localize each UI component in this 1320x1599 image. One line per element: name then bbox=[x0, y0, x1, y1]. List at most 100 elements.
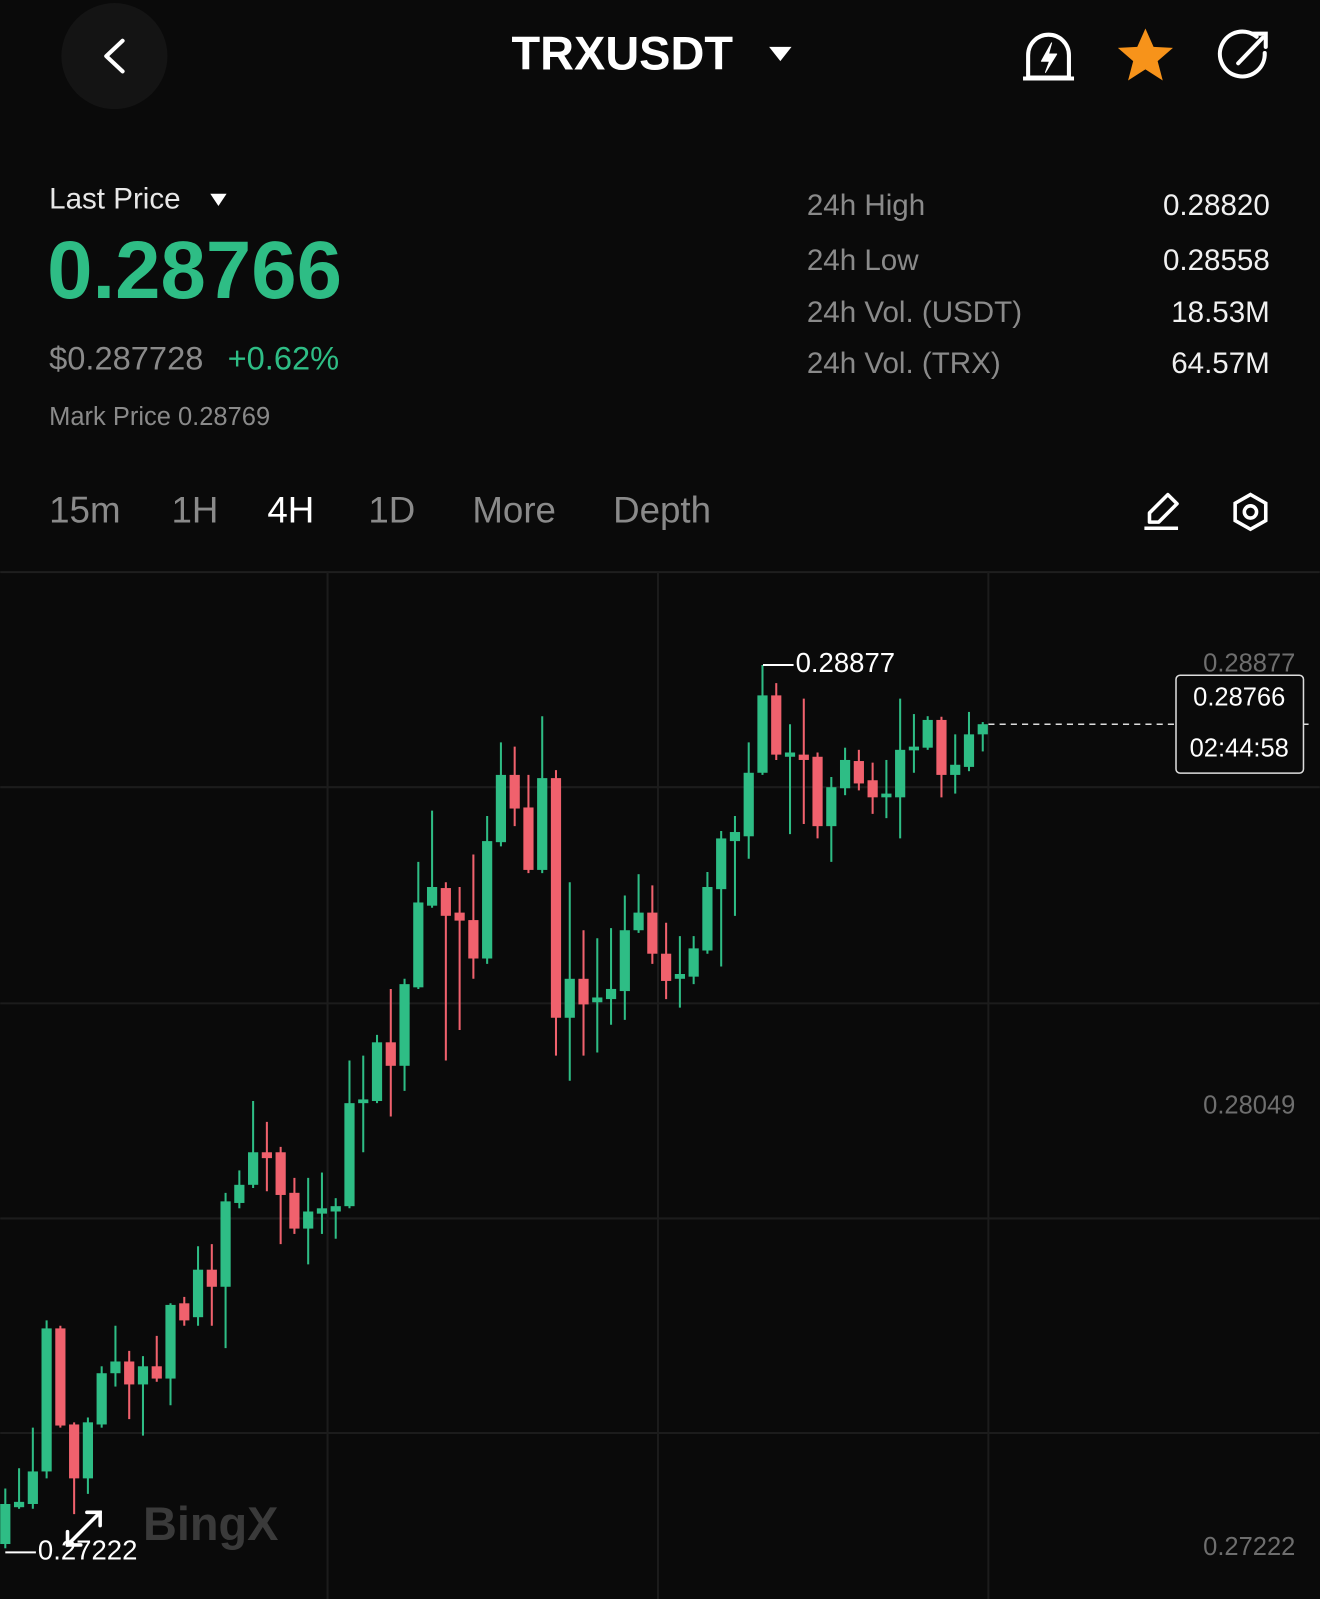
pair-title[interactable]: TRXUSDT bbox=[512, 27, 734, 79]
candle-body bbox=[316, 1208, 328, 1214]
candle-body bbox=[385, 1042, 396, 1066]
vertical-grid bbox=[326, 572, 990, 1599]
last-price: 0.28766 bbox=[47, 225, 342, 316]
candle-body bbox=[289, 1192, 300, 1229]
candle-body bbox=[344, 1103, 355, 1207]
candle-body bbox=[578, 978, 589, 1005]
share-icon[interactable] bbox=[1217, 29, 1268, 79]
candle-body bbox=[716, 838, 727, 890]
stat-value: 64.57M bbox=[1171, 347, 1270, 380]
mark-price: Mark Price 0.28769 bbox=[49, 403, 270, 431]
candle-body bbox=[812, 756, 823, 827]
last-price-dropdown[interactable] bbox=[210, 193, 227, 206]
stat-value: 0.28558 bbox=[1163, 244, 1270, 277]
candle-body bbox=[206, 1269, 217, 1287]
low-marker-label: 0.27222 bbox=[38, 1535, 137, 1566]
candle-body bbox=[619, 930, 630, 992]
candle-body bbox=[757, 695, 768, 773]
pair-dropdown[interactable] bbox=[769, 46, 792, 62]
candle-body bbox=[440, 888, 451, 916]
chart-settings[interactable] bbox=[1233, 492, 1268, 532]
candle-body bbox=[495, 774, 507, 843]
timeframe-tab[interactable]: Depth bbox=[613, 490, 711, 531]
candle-body bbox=[0, 1503, 11, 1545]
candle-body bbox=[633, 912, 644, 931]
candle-body bbox=[977, 724, 988, 735]
candle-body bbox=[413, 902, 424, 988]
candle-body bbox=[826, 787, 837, 827]
draw-tool[interactable] bbox=[1144, 492, 1179, 531]
timeframe-tab[interactable]: 4H bbox=[267, 490, 314, 531]
candle-body bbox=[82, 1422, 94, 1479]
y-tick-label: 0.27222 bbox=[1203, 1533, 1295, 1561]
alert-icon[interactable] bbox=[1023, 32, 1075, 81]
last-price-label[interactable]: Last Price bbox=[49, 183, 180, 216]
timeframe-tab[interactable]: 1D bbox=[368, 490, 415, 531]
countdown: 02:44:58 bbox=[1190, 734, 1289, 762]
candle-body bbox=[661, 953, 672, 981]
candle-body bbox=[234, 1184, 245, 1203]
candle-body bbox=[647, 912, 658, 954]
candle-body bbox=[702, 886, 713, 951]
candle-body bbox=[895, 749, 906, 798]
candle-body bbox=[55, 1328, 66, 1426]
candle-body bbox=[426, 886, 438, 906]
candle-body bbox=[963, 734, 975, 767]
timeframe-tab[interactable]: More bbox=[472, 490, 556, 531]
candle-body bbox=[482, 841, 493, 959]
candle-body bbox=[523, 807, 534, 870]
candle-body bbox=[330, 1206, 341, 1212]
high-marker-label: 0.28877 bbox=[796, 647, 895, 678]
candle-body bbox=[358, 1099, 369, 1104]
candle-body bbox=[688, 948, 699, 977]
candle-body bbox=[220, 1201, 231, 1287]
candle-body bbox=[179, 1303, 190, 1321]
candle-body bbox=[839, 759, 851, 789]
candle-body bbox=[936, 719, 947, 775]
candle-body bbox=[743, 772, 754, 837]
candle-body bbox=[592, 997, 603, 1003]
candle-body bbox=[96, 1373, 107, 1425]
candle-body bbox=[853, 761, 864, 784]
timeframe-tab[interactable]: 1H bbox=[172, 490, 219, 531]
candle-body bbox=[729, 832, 741, 842]
price-change: +0.62% bbox=[228, 340, 340, 377]
candle-body bbox=[69, 1424, 80, 1479]
candle-body bbox=[151, 1366, 162, 1379]
candle-body bbox=[371, 1042, 383, 1102]
candle-body bbox=[27, 1471, 38, 1504]
timeframe-tab[interactable]: 15m bbox=[49, 490, 120, 531]
candle-body bbox=[454, 912, 465, 921]
last-price-tag bbox=[1175, 674, 1305, 774]
candle-body bbox=[303, 1211, 314, 1229]
candle-body bbox=[509, 774, 520, 809]
stat-label: 24h High bbox=[807, 189, 925, 222]
candle-body bbox=[275, 1152, 286, 1195]
stat-label: 24h Vol. (USDT) bbox=[807, 296, 1022, 329]
stat-value: 0.28820 bbox=[1163, 189, 1270, 222]
watermark: BingX bbox=[143, 1498, 278, 1550]
candle-body bbox=[564, 978, 575, 1018]
candle-body bbox=[110, 1361, 121, 1374]
chart: 0.27222 0.28049 0.28877 BingX 0.28877 0.27222… bbox=[0, 647, 1320, 1566]
candle-body bbox=[922, 719, 933, 748]
back-button[interactable] bbox=[61, 3, 168, 110]
candle-body bbox=[124, 1361, 135, 1385]
candle-body bbox=[674, 973, 685, 979]
candle-body bbox=[867, 780, 878, 798]
candle-body bbox=[537, 778, 548, 870]
usd-price: $0.287728 bbox=[49, 340, 203, 377]
candle-body bbox=[881, 793, 892, 798]
stat-label: 24h Vol. (TRX) bbox=[807, 347, 1001, 380]
y-tick-label: 0.28877 bbox=[1203, 650, 1295, 678]
favorite-star[interactable] bbox=[1117, 28, 1173, 81]
candle-body bbox=[192, 1269, 204, 1318]
candle-body bbox=[399, 984, 410, 1066]
candle-body bbox=[13, 1501, 25, 1508]
candle-body bbox=[605, 988, 617, 1000]
expand-icon[interactable] bbox=[65, 1510, 102, 1547]
candle-body bbox=[771, 695, 782, 755]
candle-body bbox=[784, 752, 796, 757]
candle-body bbox=[137, 1366, 149, 1385]
